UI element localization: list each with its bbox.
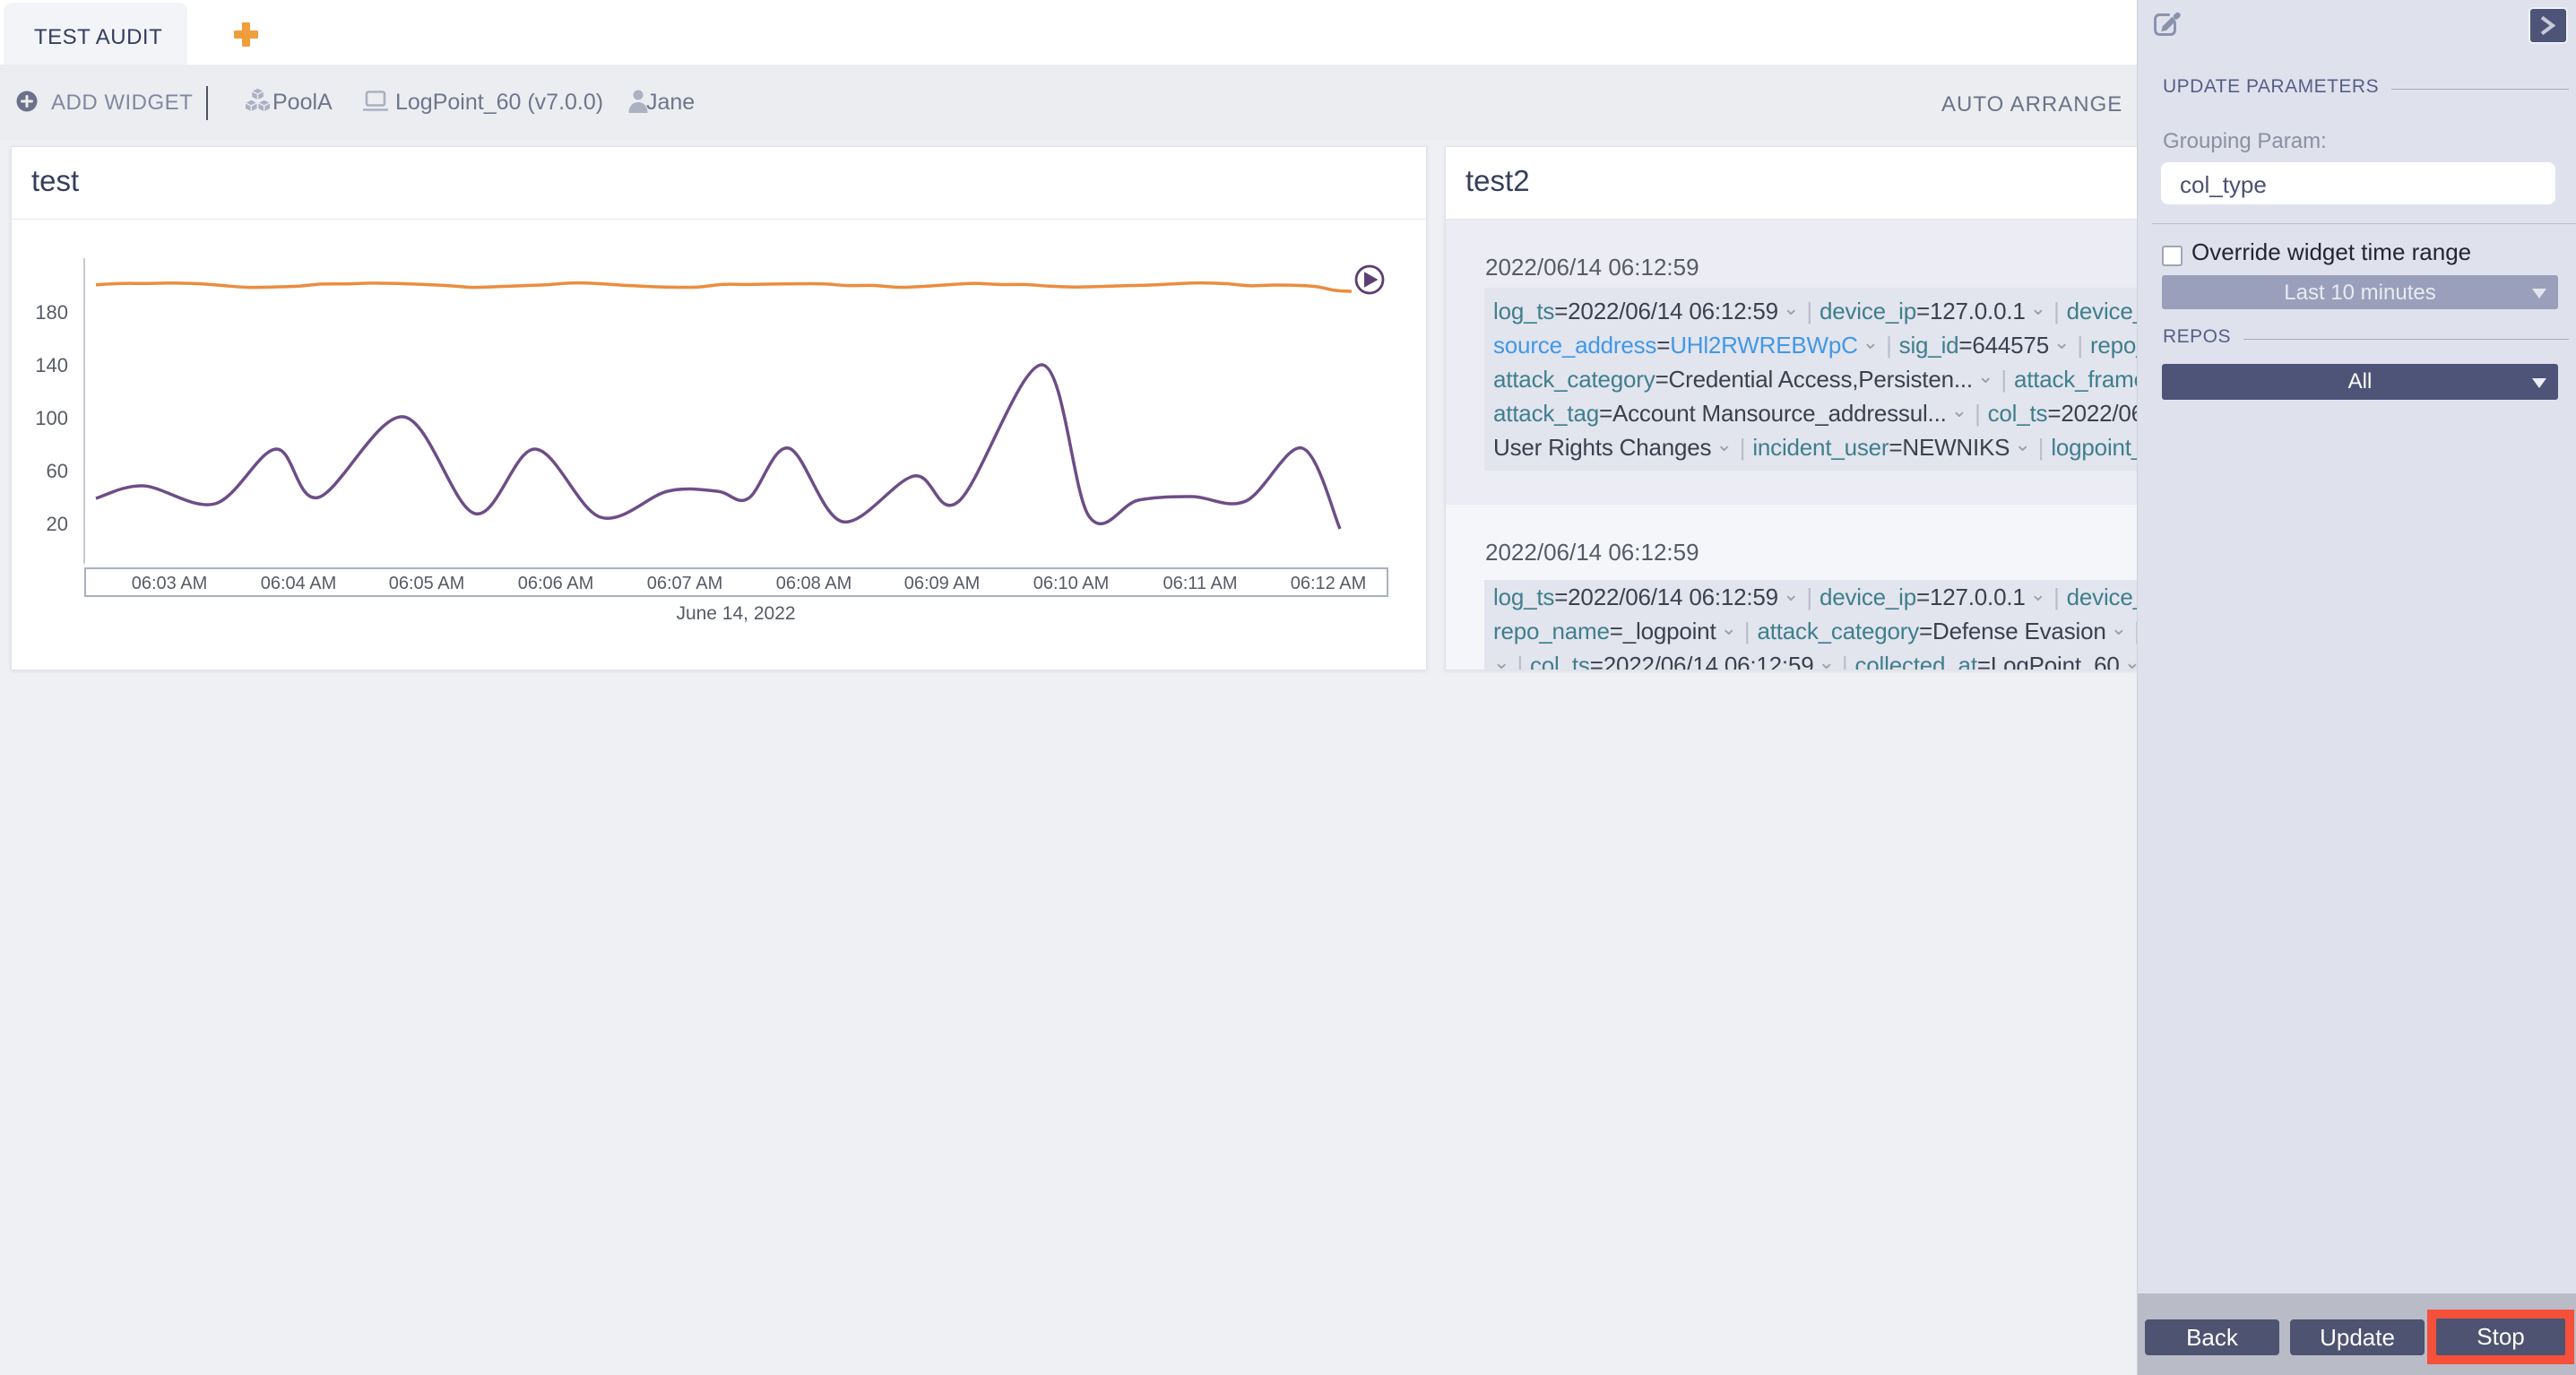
- svg-text:180: 180: [35, 301, 68, 324]
- svg-text:June 14, 2022: June 14, 2022: [676, 603, 795, 624]
- svg-text:06:10 AM: 06:10 AM: [1033, 574, 1110, 593]
- svg-text:20: 20: [47, 513, 68, 535]
- svg-text:140: 140: [35, 354, 68, 376]
- svg-text:60: 60: [47, 460, 68, 482]
- svg-text:06:09 AM: 06:09 AM: [904, 574, 981, 593]
- svg-text:06:07 AM: 06:07 AM: [647, 574, 723, 593]
- svg-text:06:08 AM: 06:08 AM: [776, 574, 852, 593]
- svg-text:06:11 AM: 06:11 AM: [1163, 574, 1237, 593]
- svg-text:06:03 AM: 06:03 AM: [132, 574, 208, 593]
- svg-text:06:06 AM: 06:06 AM: [518, 574, 594, 593]
- svg-text:06:04 AM: 06:04 AM: [261, 574, 337, 593]
- svg-text:06:12 AM: 06:12 AM: [1291, 574, 1367, 593]
- svg-text:100: 100: [35, 407, 68, 429]
- svg-text:06:05 AM: 06:05 AM: [389, 574, 465, 593]
